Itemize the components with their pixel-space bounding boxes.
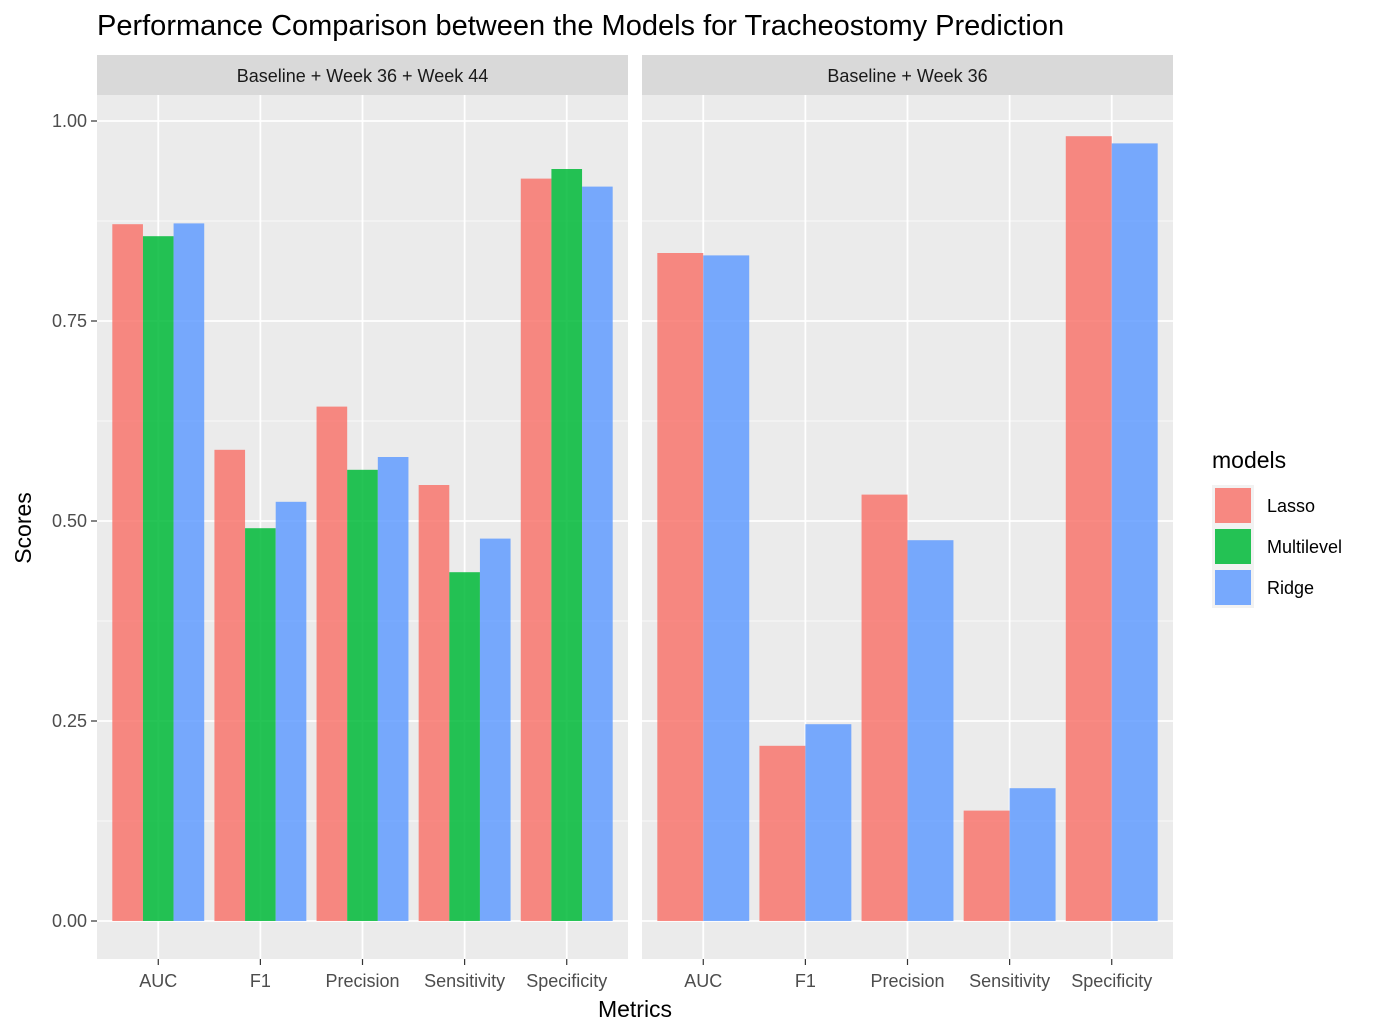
panel-1: Baseline + Week 36 + Week 44 AUC F1 Precisi… <box>97 55 628 991</box>
x-tick-label: AUC <box>139 971 177 991</box>
bar-lasso-sensitivity <box>963 810 1010 921</box>
bar-lasso-precision <box>861 494 908 921</box>
x-axis-title: Metrics <box>598 996 672 1022</box>
x-tick-label: F1 <box>795 971 816 991</box>
bar-ridge-auc <box>173 223 205 921</box>
legend-title: models <box>1212 447 1286 473</box>
facet-strip-label: Baseline + Week 36 <box>827 66 987 86</box>
bar-ridge-specificity <box>1111 143 1158 921</box>
x-tick-label: Sensitivity <box>424 971 505 991</box>
bar-lasso-specificity <box>520 178 552 922</box>
legend: models Lasso Multilevel Ridge <box>1212 447 1342 608</box>
legend-label-multilevel: Multilevel <box>1267 537 1342 557</box>
y-tick-label: 0.25 <box>52 711 87 731</box>
x-tick-label: AUC <box>684 971 722 991</box>
bar-multilevel-auc <box>142 236 174 921</box>
panel-2: Baseline + Week 36 AUC F1 Precision Sensitiv… <box>642 55 1173 991</box>
bar-ridge-precision <box>377 457 409 921</box>
legend-label-lasso: Lasso <box>1267 496 1315 516</box>
bar-multilevel-f1 <box>245 528 276 921</box>
bar-ridge-auc <box>703 255 750 921</box>
y-tick-label: 0.50 <box>52 511 87 531</box>
bar-ridge-specificity <box>582 186 613 922</box>
bar-multilevel-precision <box>347 469 378 921</box>
legend-label-ridge: Ridge <box>1267 578 1314 598</box>
x-tick-label: Specificity <box>526 971 607 991</box>
y-axis-title: Scores <box>10 492 36 564</box>
bar-ridge-f1 <box>805 724 852 921</box>
legend-key-multilevel <box>1215 529 1251 564</box>
x-tick-label: Specificity <box>1071 971 1152 991</box>
chart-title: Performance Comparison between the Model… <box>97 10 1064 42</box>
x-tick-label: Precision <box>870 971 944 991</box>
x-tick-label: Precision <box>325 971 399 991</box>
bar-lasso-f1 <box>214 449 246 921</box>
bar-lasso-f1 <box>759 745 806 921</box>
y-tick-label: 1.00 <box>52 111 87 131</box>
bar-lasso-sensitivity <box>418 485 450 921</box>
bar-multilevel-sensitivity <box>449 572 480 921</box>
bar-lasso-auc <box>112 224 143 921</box>
bar-ridge-sensitivity <box>1009 788 1056 921</box>
y-axis: 0.00 0.25 0.50 0.75 1.00 <box>52 111 97 931</box>
y-tick-label: 0.00 <box>52 911 87 931</box>
bar-lasso-precision <box>316 406 348 922</box>
bar-ridge-precision <box>907 540 954 921</box>
x-tick-label: F1 <box>250 971 271 991</box>
bar-multilevel-specificity <box>551 169 583 921</box>
facet-strip <box>97 55 628 95</box>
bar-ridge-sensitivity <box>479 538 511 921</box>
facet-strip-label: Baseline + Week 36 + Week 44 <box>237 66 489 86</box>
legend-key-ridge <box>1215 570 1251 605</box>
x-tick-label: Sensitivity <box>969 971 1050 991</box>
panels: Baseline + Week 36 + Week 44 AUC F1 Precisi… <box>52 55 1173 991</box>
bar-ridge-f1 <box>275 501 307 921</box>
y-tick-label: 0.75 <box>52 311 87 331</box>
bar-lasso-specificity <box>1065 136 1112 921</box>
legend-key-lasso <box>1215 488 1251 523</box>
bar-lasso-auc <box>657 253 704 921</box>
facet-strip <box>642 55 1173 95</box>
legend-items: Lasso Multilevel Ridge <box>1212 485 1342 608</box>
